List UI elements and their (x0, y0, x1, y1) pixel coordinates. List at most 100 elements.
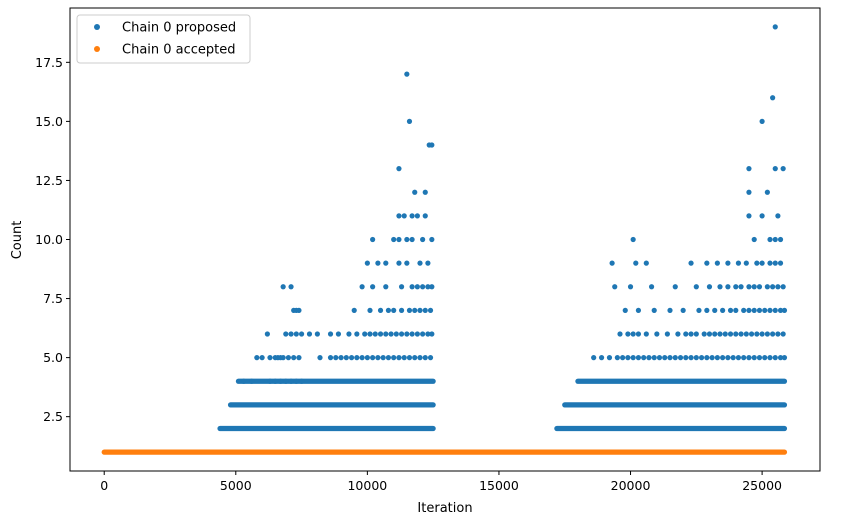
data-point (751, 355, 757, 361)
data-point (725, 260, 731, 266)
data-point (420, 331, 426, 337)
data-point (343, 355, 349, 361)
data-point (641, 355, 647, 361)
data-point (733, 284, 739, 290)
legend-label-accepted: Chain 0 accepted (122, 43, 236, 58)
data-point (412, 355, 418, 361)
data-point (770, 284, 776, 290)
data-point (427, 355, 434, 361)
data-point (404, 260, 410, 266)
data-point (280, 284, 286, 290)
data-point (429, 331, 435, 337)
data-point (396, 236, 402, 243)
y-tick-label: 17.5 (35, 55, 63, 70)
data-point (362, 331, 368, 337)
data-point (346, 331, 352, 337)
data-point (714, 355, 720, 361)
y-tick-label: 10.0 (35, 232, 63, 247)
data-point (367, 307, 373, 313)
y-tick-label: 7.5 (43, 291, 63, 306)
data-point (625, 331, 631, 337)
data-point (254, 355, 260, 361)
data-point (672, 284, 678, 290)
data-point (417, 260, 423, 266)
data-point (772, 307, 778, 313)
data-point (630, 331, 636, 337)
data-point (735, 260, 742, 266)
data-point (383, 284, 389, 290)
data-point (364, 260, 370, 266)
data-point (733, 331, 739, 337)
data-point (738, 284, 744, 290)
data-point (338, 355, 344, 361)
data-point (380, 355, 386, 361)
data-point (306, 331, 313, 337)
data-point (756, 355, 763, 361)
data-point (396, 260, 402, 266)
data-point (370, 236, 376, 243)
data-point (754, 331, 760, 337)
data-point (781, 307, 788, 313)
data-point (422, 213, 428, 219)
data-point (409, 331, 415, 337)
data-point (693, 331, 699, 337)
data-point (772, 355, 778, 361)
data-point (391, 236, 397, 243)
data-point (630, 236, 636, 243)
data-point (614, 355, 620, 361)
data-point (701, 331, 707, 337)
y-axis-label: Count (10, 221, 25, 260)
data-point (767, 355, 773, 361)
data-point (377, 331, 384, 337)
data-point (375, 260, 381, 266)
data-point (396, 355, 402, 361)
data-point (409, 236, 415, 243)
data-point (422, 189, 428, 195)
data-point (280, 355, 286, 361)
data-point (767, 307, 773, 313)
data-point (417, 307, 423, 313)
data-point (272, 378, 278, 384)
data-point (288, 284, 294, 290)
data-point (354, 355, 360, 361)
data-point (372, 331, 378, 337)
data-point (327, 331, 334, 337)
data-point (735, 355, 742, 361)
data-point (780, 284, 786, 290)
data-point (654, 331, 660, 337)
legend-label-proposed: Chain 0 proposed (122, 21, 236, 36)
data-point (722, 331, 728, 337)
data-point (743, 260, 749, 266)
x-tick-label: 0 (100, 478, 108, 493)
data-point (317, 355, 323, 361)
data-point (277, 378, 284, 384)
data-point (772, 24, 778, 30)
data-point (777, 236, 784, 243)
y-tick-label: 15.0 (35, 114, 63, 129)
data-point (743, 331, 749, 337)
data-point (298, 378, 305, 384)
data-point (314, 331, 320, 337)
data-point (698, 355, 705, 361)
data-point (651, 307, 657, 313)
data-point (285, 355, 292, 361)
data-point (409, 213, 415, 219)
data-point (393, 331, 399, 337)
data-point (293, 331, 299, 337)
data-point (259, 355, 265, 361)
data-point (630, 355, 636, 361)
data-point (704, 307, 710, 313)
data-point (767, 260, 773, 266)
data-point (359, 284, 365, 290)
x-tick-label: 20000 (611, 478, 651, 493)
y-axis-ticks: 2.5 5.0 7.5 10.0 12.5 15.0 17.5 (35, 55, 70, 424)
data-point (754, 260, 760, 266)
data-point (364, 355, 370, 361)
data-point (406, 307, 413, 313)
data-point (425, 331, 431, 337)
data-point (612, 284, 618, 290)
data-point (625, 355, 631, 361)
x-tick-label: 10000 (347, 478, 387, 493)
data-point (683, 331, 689, 337)
data-point (351, 307, 357, 313)
